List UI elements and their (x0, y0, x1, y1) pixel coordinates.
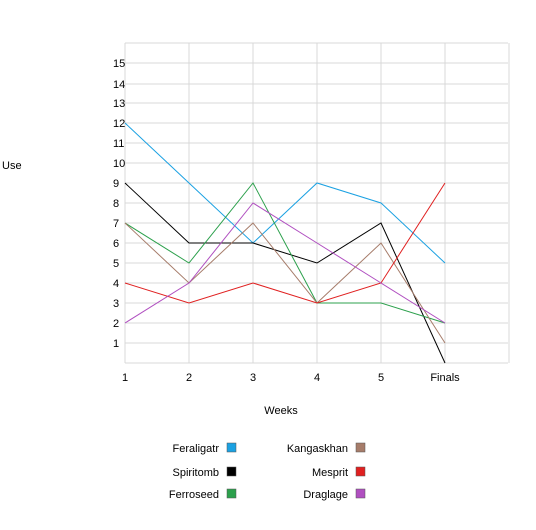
y-axis-title: Use (2, 160, 22, 172)
y-tick-label: 9 (113, 178, 119, 190)
legend-label: Feraligatr (173, 443, 220, 455)
y-tick-label: 4 (113, 278, 119, 290)
y-tick-label: 8 (113, 198, 119, 210)
legend-swatch (355, 442, 366, 453)
series-line-ferroseed (124, 182, 446, 324)
series-lines (124, 122, 446, 364)
legend-item-feraligatr: Feraligatr (173, 442, 237, 455)
x-tick-label: 2 (186, 372, 192, 384)
y-tick-label: 6 (113, 238, 119, 250)
series-line-spiritomb (124, 182, 446, 364)
legend-item-ferroseed: Ferroseed (169, 488, 237, 501)
x-tick-label: 3 (250, 372, 256, 384)
x-axis-title: Weeks (264, 405, 298, 417)
legend-label: Kangaskhan (287, 443, 348, 455)
x-axis-ticks: 1 2 3 4 5 Finals (122, 372, 460, 384)
legend-label: Mesprit (312, 467, 348, 479)
legend-swatch (226, 488, 237, 499)
x-tick-label: 1 (122, 372, 128, 384)
series-line-draglage (124, 202, 446, 324)
legend-item-mesprit: Mesprit (312, 466, 366, 479)
x-tick-label: Finals (430, 372, 460, 384)
legend-item-kangaskhan: Kangaskhan (287, 442, 366, 455)
series-line-kangaskhan (124, 222, 446, 344)
legend-swatch (355, 488, 366, 499)
legend-label: Ferroseed (169, 489, 219, 501)
legend-item-spiritomb: Spiritomb (173, 466, 237, 479)
legend-swatch (226, 442, 237, 453)
legend: Feraligatr Spiritomb Ferroseed Kangaskhan Me… (169, 442, 366, 501)
y-tick-label: 12 (113, 118, 125, 130)
y-tick-label: 11 (113, 138, 124, 150)
y-tick-label: 14 (113, 79, 125, 91)
series-line-feraligatr (124, 122, 446, 264)
y-tick-label: 10 (113, 158, 125, 170)
legend-swatch (355, 466, 366, 477)
y-tick-label: 7 (113, 218, 119, 230)
y-tick-label: 5 (113, 258, 119, 270)
legend-label: Spiritomb (173, 467, 219, 479)
series-line-mesprit (124, 182, 446, 304)
y-tick-label: 13 (113, 98, 125, 110)
y-tick-label: 1 (113, 338, 119, 350)
legend-swatch (226, 466, 237, 477)
legend-label: Draglage (303, 489, 348, 501)
x-tick-label: 4 (314, 372, 320, 384)
grid (124, 42, 510, 364)
x-tick-label: 5 (378, 372, 384, 384)
y-tick-label: 2 (113, 318, 119, 330)
legend-item-draglage: Draglage (303, 488, 366, 501)
y-tick-label: 3 (113, 298, 119, 310)
y-tick-label: 15 (113, 58, 125, 70)
